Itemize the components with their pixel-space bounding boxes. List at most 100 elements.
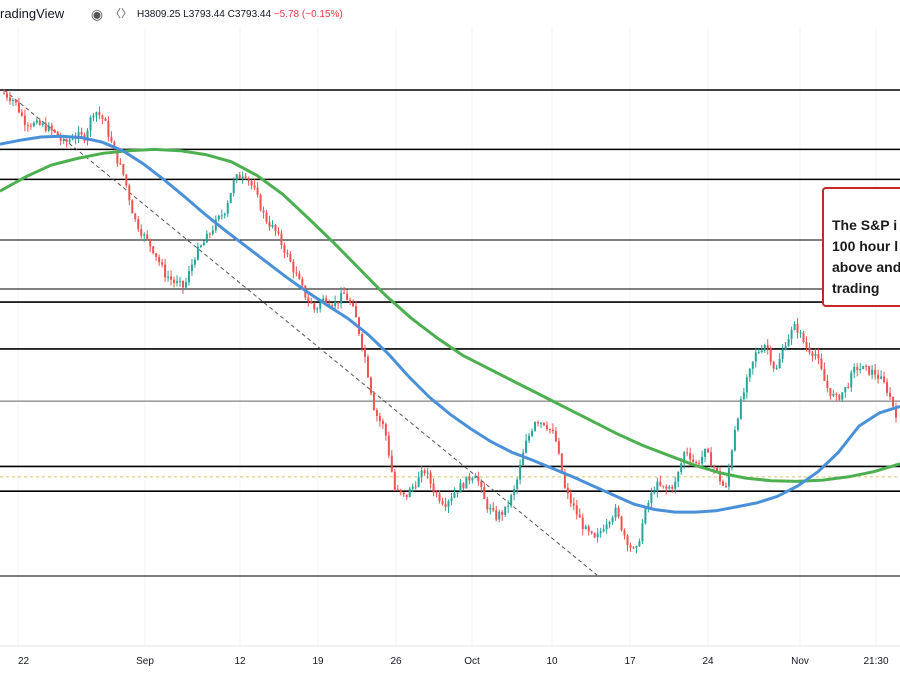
candle xyxy=(104,117,107,121)
candle xyxy=(378,412,381,427)
candle xyxy=(853,363,856,379)
candle xyxy=(859,362,862,374)
candle xyxy=(811,350,814,362)
candle xyxy=(537,420,540,427)
candle xyxy=(187,266,190,286)
candle xyxy=(11,98,14,107)
candle xyxy=(14,99,17,106)
candle xyxy=(841,392,844,402)
candle xyxy=(125,174,128,188)
candle xyxy=(742,387,745,401)
candle xyxy=(635,545,638,554)
candle xyxy=(486,496,489,513)
candle xyxy=(575,499,578,520)
candle xyxy=(721,479,724,487)
candle xyxy=(292,259,295,279)
candle xyxy=(507,500,510,513)
candle xyxy=(122,163,125,177)
candle xyxy=(89,115,92,137)
candle xyxy=(220,209,223,220)
code-icon[interactable]: 〈〉 xyxy=(110,8,132,20)
candle xyxy=(420,465,423,483)
chart-header: radingView ◉ 〈〉 H3809.25 L3793.44 C3793.… xyxy=(0,0,900,28)
eye-icon[interactable]: ◉ xyxy=(90,6,104,22)
candle xyxy=(874,364,877,380)
candle xyxy=(184,277,187,291)
candle xyxy=(253,179,256,191)
candle xyxy=(8,91,11,105)
brand-logo[interactable]: radingView xyxy=(0,6,65,21)
candle xyxy=(542,422,545,427)
time-tick-label: Oct xyxy=(464,656,480,667)
candle xyxy=(724,482,727,489)
candle xyxy=(408,486,411,498)
candle xyxy=(349,297,352,305)
candle xyxy=(477,471,480,486)
candle xyxy=(581,513,584,536)
candle xyxy=(796,317,799,339)
candle xyxy=(181,280,184,294)
candle xyxy=(286,249,289,258)
candle xyxy=(895,402,897,423)
candle xyxy=(614,504,617,521)
candle xyxy=(829,388,832,400)
candle xyxy=(677,471,680,488)
candle xyxy=(360,332,363,352)
ma-200-hour-line xyxy=(0,147,900,483)
candle xyxy=(340,287,343,309)
candle xyxy=(674,476,677,494)
candle xyxy=(86,128,89,146)
candle xyxy=(534,421,537,432)
candle xyxy=(554,427,557,443)
candle xyxy=(671,484,674,493)
candle xyxy=(32,121,35,128)
candle xyxy=(802,330,805,344)
candle xyxy=(531,428,534,438)
candle xyxy=(92,113,95,122)
candle xyxy=(20,109,23,117)
candle xyxy=(471,476,474,484)
time-tick-label: 12 xyxy=(234,656,246,667)
candle xyxy=(259,193,262,212)
annotation-line-4: trading xyxy=(832,280,880,296)
time-tick-label: 21:30 xyxy=(863,656,888,667)
candle xyxy=(629,542,632,552)
candle xyxy=(232,177,235,197)
candle xyxy=(453,487,456,499)
chart-grid xyxy=(17,28,877,646)
candle xyxy=(745,374,748,399)
candle xyxy=(396,484,399,491)
candle xyxy=(751,361,754,375)
candle xyxy=(539,422,542,428)
candle xyxy=(399,488,402,496)
candle xyxy=(41,120,44,128)
candle xyxy=(53,129,56,134)
candle xyxy=(459,478,462,493)
candle xyxy=(456,492,459,498)
candle xyxy=(244,173,247,180)
candle xyxy=(766,339,769,355)
candle xyxy=(149,238,152,253)
candle xyxy=(313,302,316,313)
candle xyxy=(352,299,355,308)
candle xyxy=(110,131,113,144)
candle xyxy=(516,477,519,495)
candle xyxy=(820,353,823,371)
candle xyxy=(369,376,372,396)
candle xyxy=(217,214,220,222)
candle xyxy=(883,371,886,384)
candle xyxy=(838,393,841,401)
candle xyxy=(862,365,865,370)
candle xyxy=(584,524,587,530)
candle xyxy=(131,199,134,214)
candle xyxy=(757,348,760,354)
candle xyxy=(283,242,286,259)
candle xyxy=(289,251,292,263)
candle xyxy=(295,266,298,277)
candle xyxy=(632,546,635,550)
candle xyxy=(426,468,429,479)
candle xyxy=(865,364,868,371)
candle xyxy=(641,519,644,545)
candle xyxy=(701,450,704,469)
